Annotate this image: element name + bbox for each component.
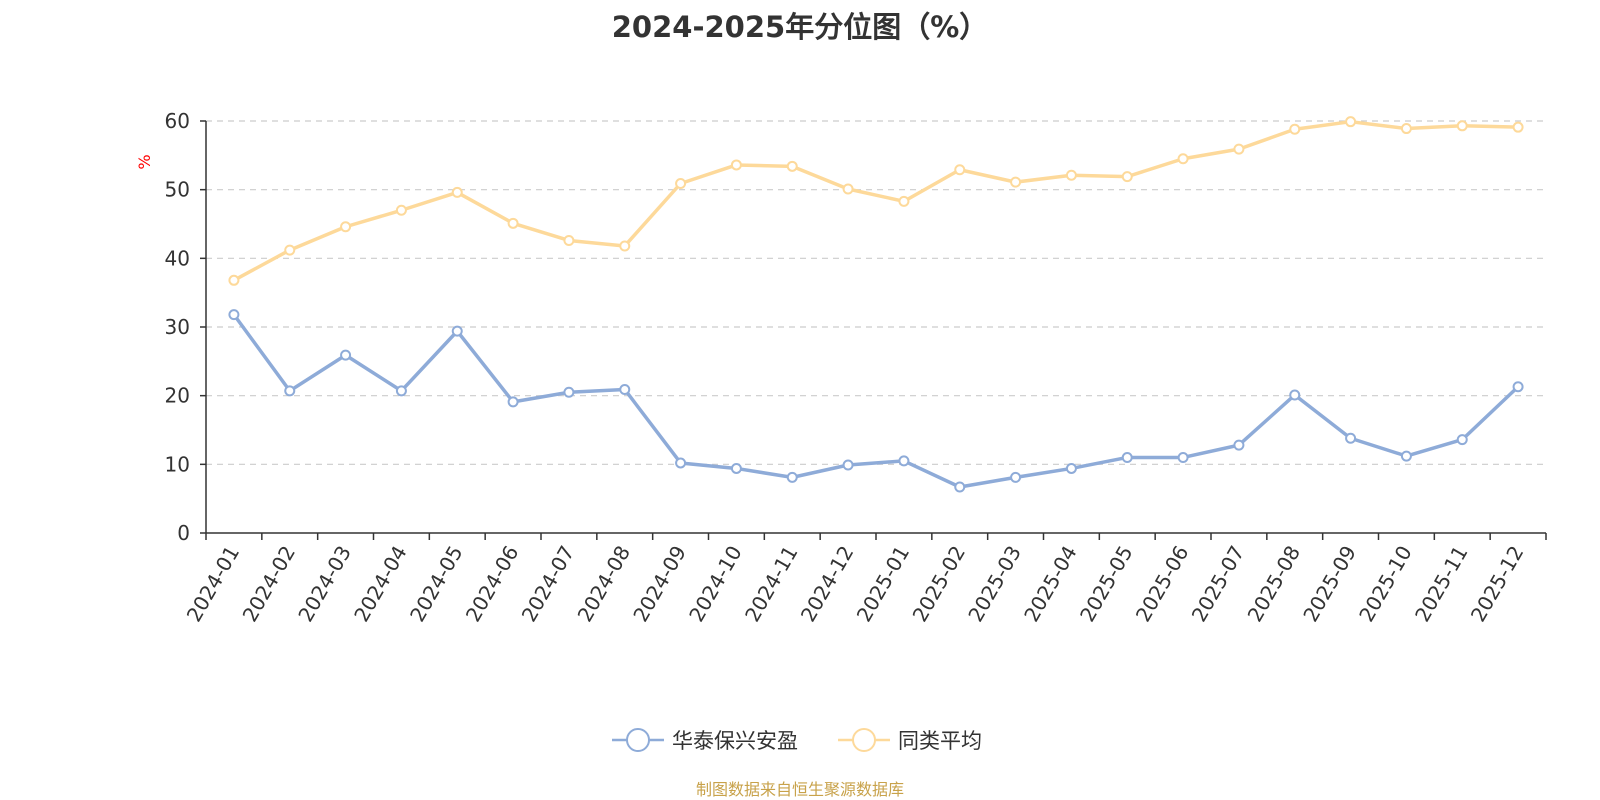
data-point[interactable] [395,204,407,216]
x-tick-label: 2025-01 [852,542,915,626]
series-1 [228,309,1524,493]
y-axis-label: % [135,154,154,169]
data-point[interactable] [507,217,519,229]
data-point[interactable] [730,159,742,171]
x-tick-label: 2024-03 [293,542,356,626]
y-tick-label: 0 [177,521,190,545]
legend-marker-icon [626,728,650,752]
legend-marker-icon [852,728,876,752]
data-point[interactable] [1065,462,1077,474]
data-point[interactable] [563,234,575,246]
legend[interactable]: 华泰保兴安盈 同类平均 [612,728,982,753]
data-point[interactable] [1456,434,1468,446]
x-tick-label: 2024-06 [461,542,524,626]
y-tick-label: 50 [165,178,190,202]
x-tick-label: 2025-04 [1019,542,1082,626]
data-point[interactable] [563,386,575,398]
data-point[interactable] [1233,439,1245,451]
data-point[interactable] [842,459,854,471]
source-note: 制图数据来自恒生聚源数据库 [695,780,904,799]
x-tick-label: 2024-12 [796,542,859,626]
data-point[interactable] [228,309,240,321]
x-tick-label: 2024-05 [405,542,468,626]
x-tick-label: 2024-08 [573,542,636,626]
data-point[interactable] [507,396,519,408]
data-point[interactable] [451,325,463,337]
data-point[interactable] [1345,432,1357,444]
data-point[interactable] [1456,120,1468,132]
data-point[interactable] [786,160,798,172]
data-point[interactable] [1010,176,1022,188]
x-tick-label: 2025-09 [1298,542,1361,626]
data-point[interactable] [898,455,910,467]
data-point[interactable] [1400,123,1412,135]
data-point[interactable] [340,349,352,361]
data-point[interactable] [1121,171,1133,183]
x-tick-label: 2025-06 [1131,542,1194,626]
data-point[interactable] [898,195,910,207]
data-point[interactable] [1512,381,1524,393]
data-point[interactable] [1289,123,1301,135]
series-line [232,313,1520,489]
y-tick-label: 10 [165,452,190,476]
y-tick-label: 40 [165,246,190,270]
x-tick-label: 2025-03 [963,541,1026,625]
data-point[interactable] [954,164,966,176]
legend-label: 华泰保兴安盈 [672,729,798,753]
data-point[interactable] [284,385,296,397]
data-point[interactable] [1177,451,1189,463]
data-point[interactable] [842,183,854,195]
data-point[interactable] [675,177,687,189]
data-point[interactable] [954,481,966,493]
x-tick-label: 2025-05 [1075,542,1138,626]
legend-item-2[interactable]: 同类平均 [838,728,982,753]
data-point[interactable] [675,457,687,469]
x-tick-label: 2025-10 [1354,542,1417,626]
data-point[interactable] [1400,450,1412,462]
x-tick-label: 2025-02 [908,542,971,626]
x-tick-label: 2024-02 [238,542,301,626]
grid-lines [206,120,1546,465]
x-tick-label: 2025-11 [1410,542,1473,626]
x-tick-label: 2025-08 [1243,542,1306,626]
data-point[interactable] [340,221,352,233]
y-tick-label: 20 [165,384,190,408]
data-point[interactable] [786,471,798,483]
x-tick-label: 2025-12 [1466,542,1529,626]
data-point[interactable] [451,186,463,198]
data-point[interactable] [228,274,240,286]
data-point[interactable] [1065,169,1077,181]
data-point[interactable] [1233,143,1245,155]
x-tick-label: 2024-11 [740,542,803,626]
x-tick-label: 2024-01 [182,542,245,626]
x-tick-label: 2024-04 [349,542,412,626]
y-tick-label: 60 [165,109,190,133]
data-point[interactable] [619,240,631,252]
x-tick-label: 2024-10 [684,542,747,626]
legend-item-1[interactable]: 华泰保兴安盈 [612,728,798,753]
data-point[interactable] [619,383,631,395]
data-point[interactable] [1345,116,1357,128]
x-tick-label: 2025-07 [1187,542,1250,626]
data-point[interactable] [284,244,296,256]
data-point[interactable] [1177,153,1189,165]
data-point[interactable] [1512,121,1524,133]
x-tick-label: 2024-09 [628,542,691,626]
data-point[interactable] [1289,389,1301,401]
data-point[interactable] [395,385,407,397]
x-tick-label: 2024-07 [517,542,580,626]
chart-title: 2024-2025年分位图（%） [611,10,989,44]
data-point[interactable] [1121,451,1133,463]
series-lines [228,116,1524,493]
data-point[interactable] [1010,471,1022,483]
data-point[interactable] [730,462,742,474]
y-tick-label: 30 [165,315,190,339]
legend-label: 同类平均 [898,729,982,753]
series-2 [228,116,1524,286]
series-line [233,119,1519,282]
